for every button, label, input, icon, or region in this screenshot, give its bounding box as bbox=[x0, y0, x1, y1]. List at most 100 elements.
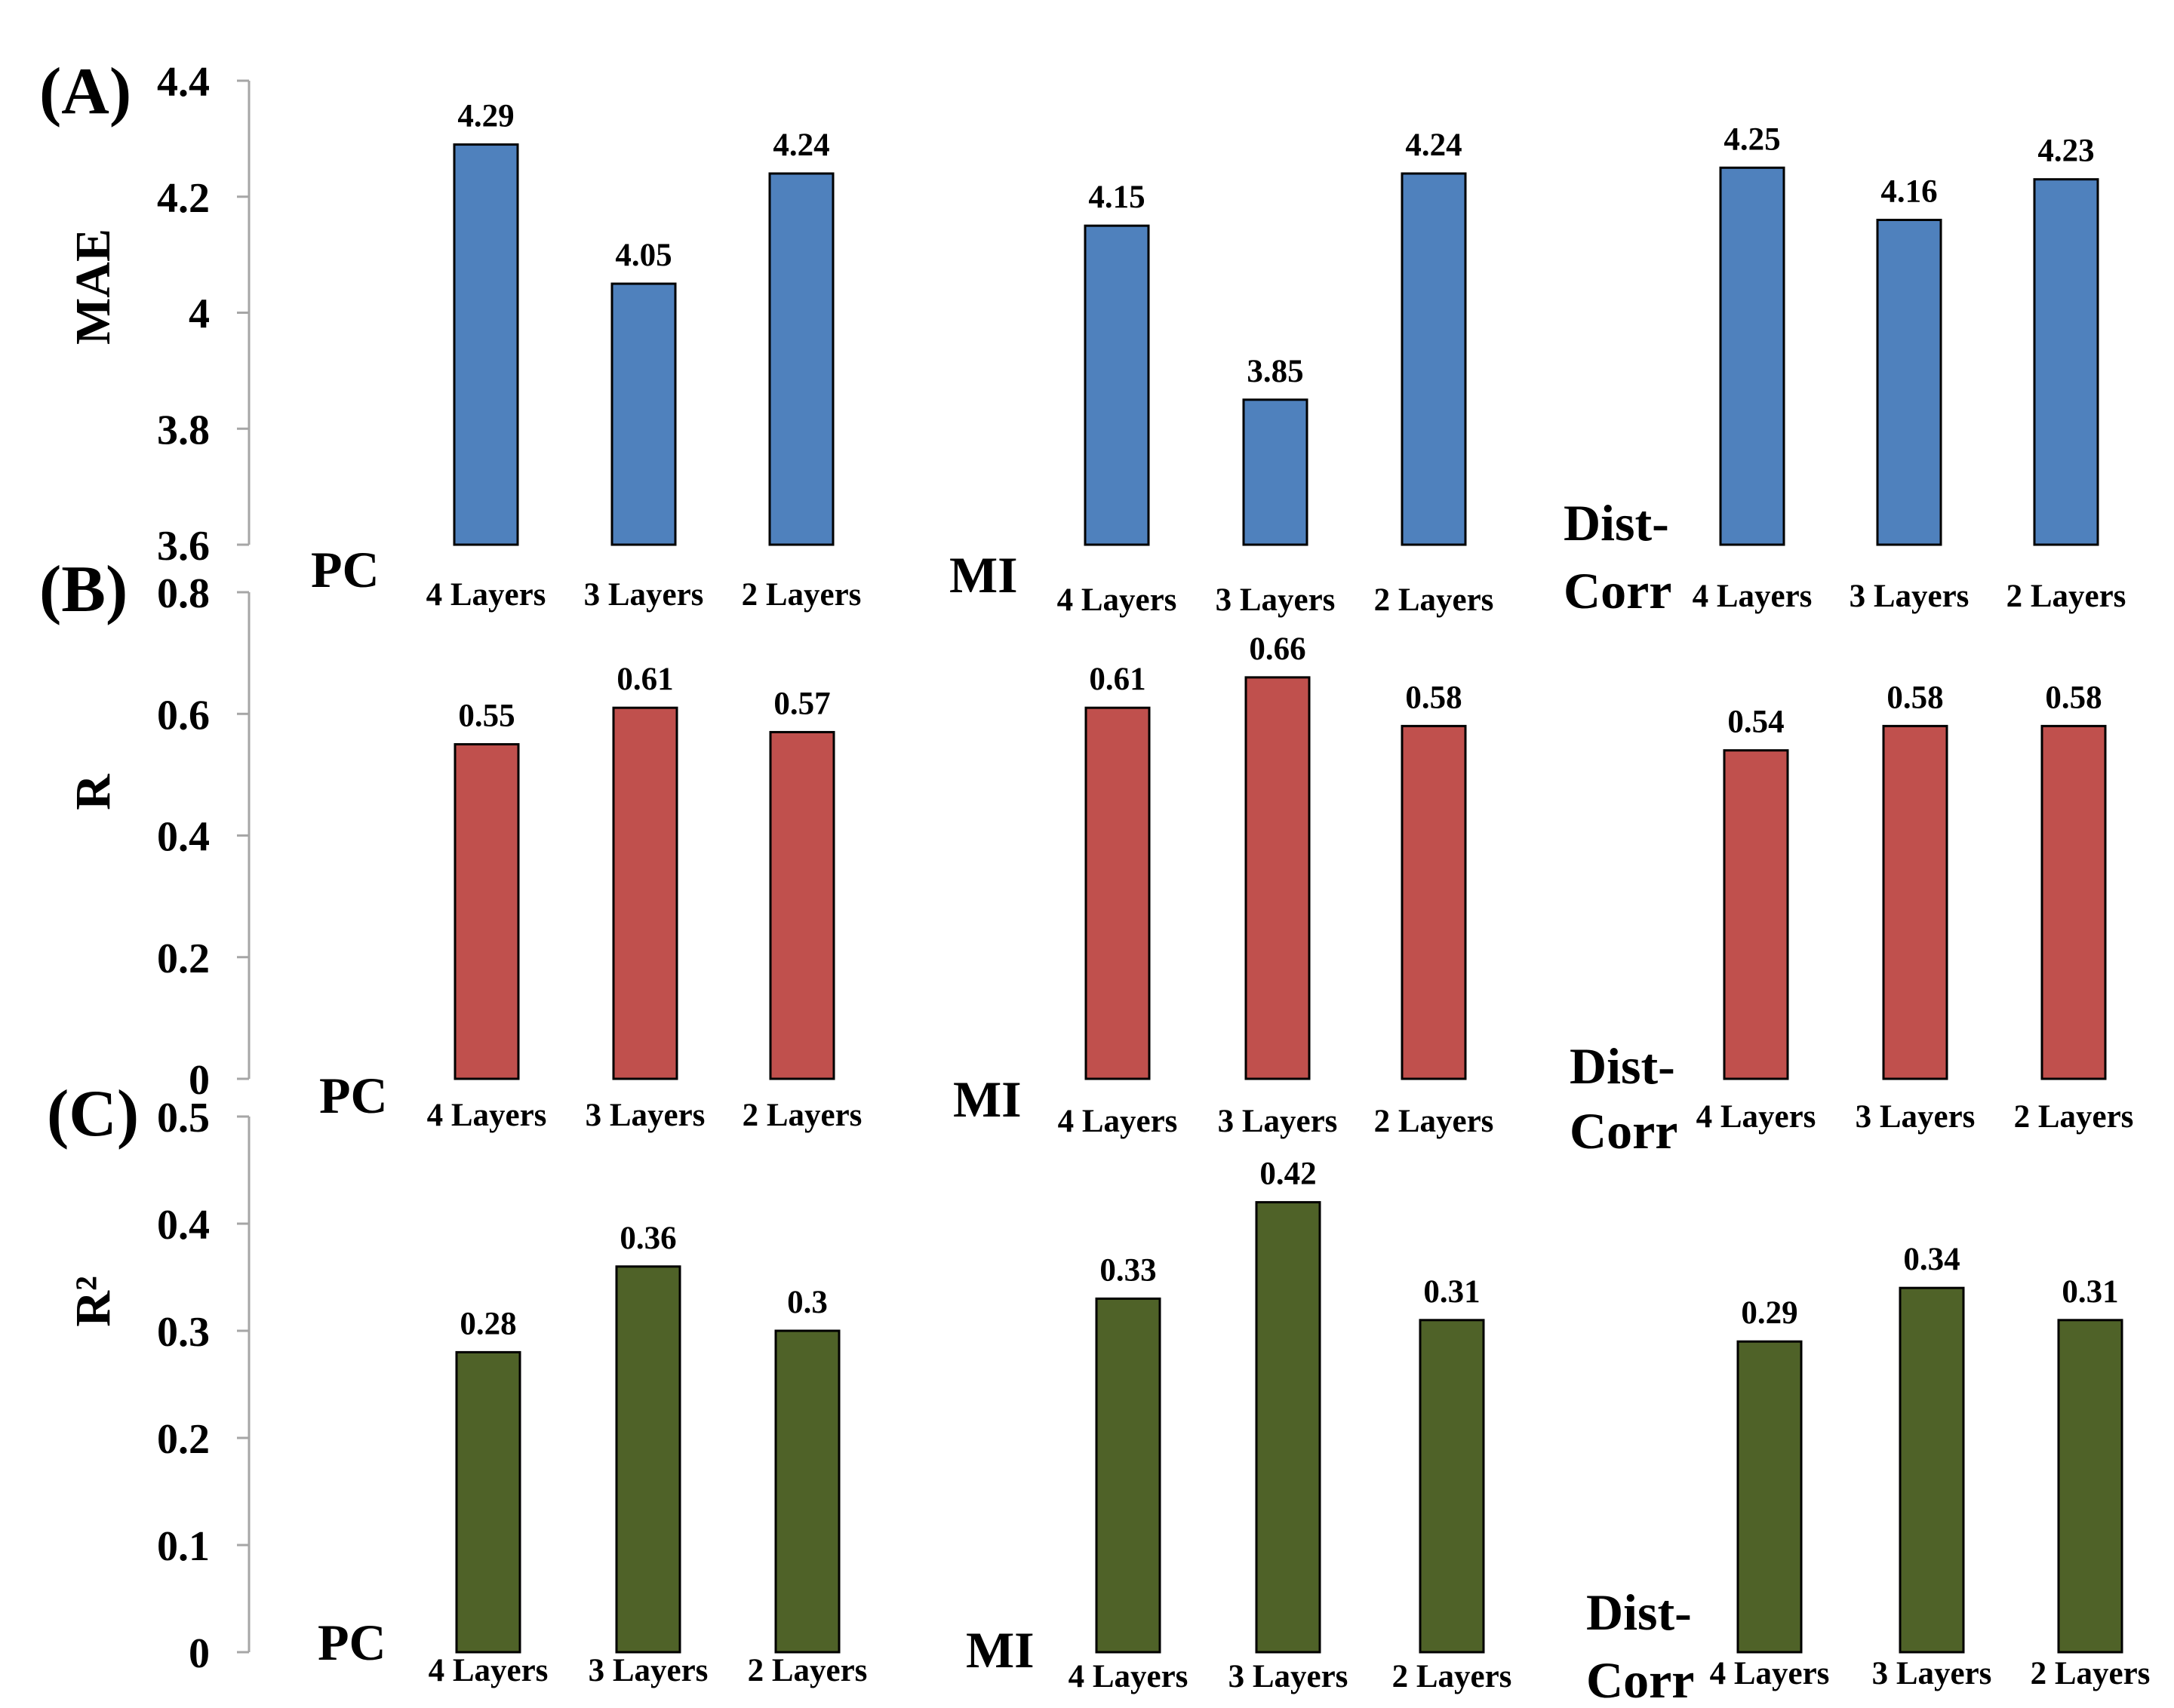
category-label: 3 Layers bbox=[1850, 579, 1970, 614]
y-axis-label: MAE bbox=[66, 229, 121, 345]
group-pc: PC 0.28 4 Layers 0.36 3 Layers 0.3 2 Layers bbox=[318, 1221, 867, 1688]
data-label: 4.15 bbox=[1088, 180, 1145, 215]
group-dist-corr: Dist- Corr 0.54 4 Layers 0.58 3 Layers 0.58 2 L… bbox=[1570, 680, 2133, 1160]
data-label: 0.31 bbox=[1423, 1274, 1480, 1310]
y-tick-label: 0 bbox=[189, 1057, 210, 1104]
y-axis-label: R bbox=[66, 773, 121, 810]
data-label: 0.42 bbox=[1259, 1157, 1316, 1192]
bar bbox=[1084, 224, 1150, 546]
category-label: 2 Layers bbox=[2006, 579, 2126, 614]
y-tick-label: 0.3 bbox=[157, 1309, 210, 1356]
category-label: 2 Layers bbox=[2014, 1099, 2134, 1135]
bar bbox=[1255, 1201, 1321, 1654]
group-label: MI bbox=[949, 546, 1018, 604]
y-tick-label: 3.6 bbox=[157, 523, 210, 570]
group-label: PC bbox=[311, 541, 380, 598]
category-label: 4 Layers bbox=[429, 1653, 549, 1688]
group-dist-corr: Dist- Corr 0.29 4 Layers 0.34 3 Layers 0.31 2 L… bbox=[1586, 1242, 2150, 1708]
bar bbox=[454, 743, 520, 1080]
panel-3: (C) R² 0 0.1 0.2 0.3 0.4 0.5 PC 0.28 4 Layers 0.36 3… bbox=[47, 1077, 2150, 1708]
data-label: 4.25 bbox=[1724, 121, 1780, 157]
y-tick-label: 0.6 bbox=[157, 692, 210, 739]
category-label: 4 Layers bbox=[1057, 582, 1177, 618]
data-label: 0.28 bbox=[460, 1306, 516, 1341]
data-label: 0.36 bbox=[620, 1221, 676, 1256]
group-pc: PC 0.55 4 Layers 0.61 3 Layers 0.57 2 Layers bbox=[319, 662, 862, 1133]
data-label: 0.33 bbox=[1099, 1252, 1156, 1288]
group-label: PC bbox=[319, 1067, 388, 1124]
category-label: 2 Layers bbox=[743, 1098, 863, 1133]
bar bbox=[1736, 1340, 1803, 1654]
bar bbox=[1882, 724, 1948, 1080]
bar bbox=[1899, 1286, 1965, 1654]
y-tick-label: 4.4 bbox=[157, 59, 210, 106]
bar bbox=[2040, 724, 2107, 1080]
category-label: 4 Layers bbox=[1069, 1659, 1188, 1694]
bar bbox=[1401, 172, 1467, 546]
group-label: Corr bbox=[1564, 562, 1671, 619]
y-tick-label: 0.5 bbox=[157, 1095, 210, 1141]
category-label: 4 Layers bbox=[426, 577, 546, 613]
bar bbox=[1723, 749, 1789, 1080]
group-pc: PC 4.29 4 Layers 4.05 3 Layers 4.24 2 Layers bbox=[311, 99, 861, 613]
data-label: 0.61 bbox=[617, 662, 673, 697]
data-label: 0.55 bbox=[458, 699, 515, 734]
bar bbox=[1242, 398, 1308, 546]
data-label: 0.34 bbox=[1903, 1242, 1960, 1277]
category-label: 2 Layers bbox=[1374, 582, 1494, 618]
group-mi: MI 4.15 4 Layers 3.85 3 Layers 4.24 2 Layers bbox=[949, 127, 1493, 618]
bar bbox=[1876, 219, 1942, 546]
category-label: 4 Layers bbox=[427, 1098, 547, 1133]
group-label: MI bbox=[953, 1071, 1022, 1128]
data-label: 4.29 bbox=[457, 99, 514, 134]
group-label: PC bbox=[318, 1614, 386, 1671]
panel-label: (A) bbox=[39, 55, 131, 128]
group-label: Corr bbox=[1570, 1102, 1677, 1160]
category-label: 3 Layers bbox=[1216, 582, 1336, 618]
category-label: 4 Layers bbox=[1710, 1656, 1830, 1691]
bar bbox=[2033, 178, 2099, 546]
bar bbox=[774, 1329, 841, 1654]
data-label: 4.24 bbox=[1405, 127, 1462, 163]
category-label: 2 Layers bbox=[1392, 1659, 1512, 1694]
panel-1: (A) MAE 3.6 3.8 4 4.2 4.4 PC 4.29 4 Layers 4.05 3 L… bbox=[39, 55, 2126, 619]
bar bbox=[1719, 166, 1785, 546]
category-label: 4 Layers bbox=[1696, 1099, 1816, 1135]
y-tick-label: 3.8 bbox=[157, 407, 210, 453]
y-tick-label: 0.1 bbox=[157, 1523, 210, 1570]
data-label: 0.29 bbox=[1741, 1295, 1797, 1331]
data-label: 0.3 bbox=[787, 1285, 828, 1320]
y-tick-label: 0.4 bbox=[157, 814, 210, 861]
y-tick-label: 4 bbox=[189, 291, 210, 338]
bar bbox=[455, 1350, 521, 1654]
category-label: 2 Layers bbox=[2031, 1656, 2151, 1691]
category-label: 3 Layers bbox=[584, 577, 704, 613]
bar bbox=[2057, 1319, 2123, 1654]
category-label: 3 Layers bbox=[1218, 1104, 1338, 1139]
y-tick-label: 0 bbox=[189, 1630, 210, 1677]
group-label: Dist- bbox=[1564, 494, 1669, 551]
y-tick-label: 4.2 bbox=[157, 175, 210, 222]
data-label: 4.23 bbox=[2037, 134, 2094, 169]
bar bbox=[612, 706, 678, 1080]
group-dist-corr: Dist- Corr 4.25 4 Layers 4.16 3 Layers 4.23 2 L… bbox=[1564, 121, 2126, 619]
data-label: 4.16 bbox=[1880, 174, 1937, 210]
bar bbox=[1084, 706, 1151, 1080]
bar bbox=[615, 1265, 681, 1654]
category-label: 3 Layers bbox=[1228, 1659, 1348, 1694]
bar bbox=[768, 172, 835, 546]
group-label: Dist- bbox=[1586, 1584, 1692, 1641]
bar bbox=[610, 282, 677, 546]
data-label: 0.66 bbox=[1249, 631, 1305, 667]
category-label: 2 Layers bbox=[748, 1653, 868, 1688]
category-label: 2 Layers bbox=[1374, 1104, 1494, 1139]
bar bbox=[1095, 1297, 1161, 1654]
y-tick-label: 0.2 bbox=[157, 935, 210, 982]
category-label: 4 Layers bbox=[1693, 579, 1813, 614]
category-label: 2 Layers bbox=[742, 577, 862, 613]
group-mi: MI 0.33 4 Layers 0.42 3 Layers 0.31 2 Layers bbox=[966, 1157, 1511, 1694]
data-label: 0.61 bbox=[1089, 662, 1145, 697]
group-label: Corr bbox=[1586, 1651, 1694, 1708]
bar bbox=[1244, 676, 1311, 1080]
